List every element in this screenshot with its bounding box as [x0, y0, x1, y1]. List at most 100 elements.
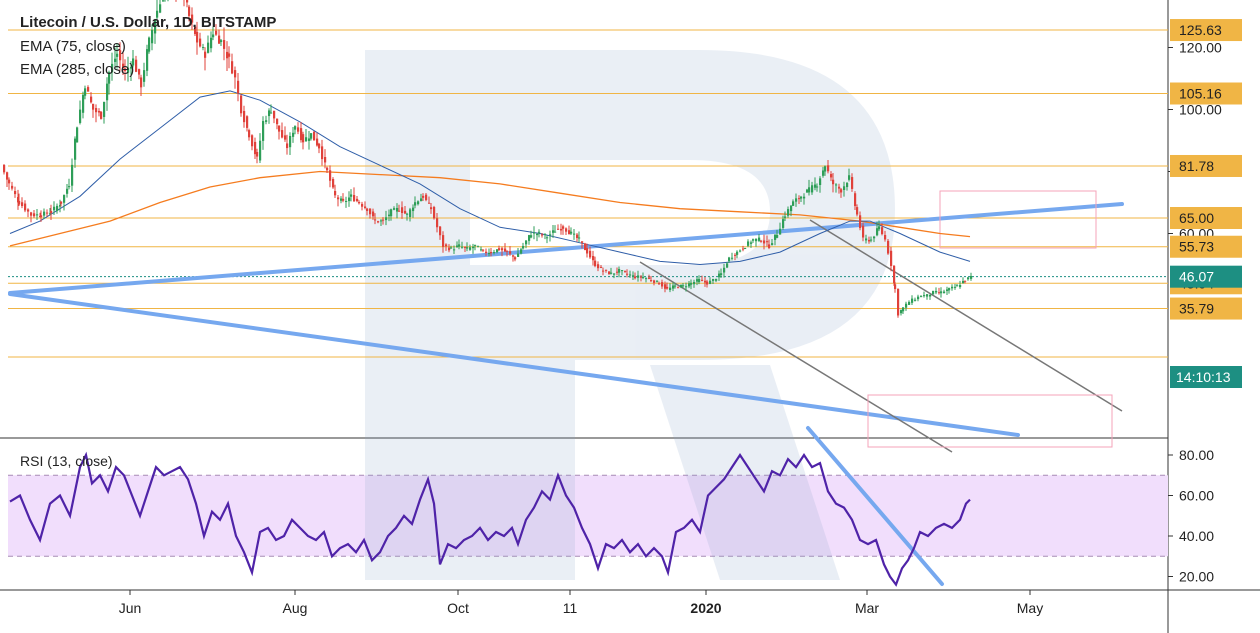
candle-body	[782, 219, 785, 228]
candle-body	[92, 103, 95, 110]
current-price-bg	[1170, 265, 1242, 288]
candle-body	[132, 58, 135, 66]
candle-body	[53, 206, 56, 211]
time-tick-label: May	[1017, 600, 1043, 616]
candle-body	[704, 280, 707, 283]
candle-body	[715, 279, 718, 281]
candle-body	[674, 285, 677, 287]
channel-upper-line	[8, 202, 1124, 295]
candle-body	[854, 193, 857, 207]
candle-body	[196, 31, 199, 43]
candle-body	[830, 174, 833, 178]
falling-channel-upper	[809, 219, 1123, 412]
candle-body	[226, 51, 229, 59]
candle-body	[504, 248, 507, 252]
candle-body	[474, 244, 477, 246]
candle-body	[618, 268, 621, 273]
candle-body	[954, 286, 957, 288]
candle-body	[948, 288, 951, 291]
candle-body	[557, 228, 560, 230]
candle-body	[87, 87, 90, 92]
chart-title: Litecoin / U.S. Dollar, 1D, BITSTAMP	[20, 14, 277, 31]
candle-body	[758, 237, 761, 241]
candle-body	[570, 231, 573, 234]
candle-body	[146, 49, 149, 71]
candle-body	[143, 70, 146, 82]
candle-body	[597, 264, 600, 269]
candle-body	[943, 291, 946, 294]
candle-body	[616, 271, 619, 273]
candle-body	[212, 34, 215, 38]
candle-body	[14, 191, 17, 195]
candle-body	[742, 248, 745, 250]
candle-body	[920, 296, 923, 298]
candle-body	[243, 110, 246, 123]
candle-body	[401, 207, 404, 214]
candle-body	[565, 228, 568, 232]
candle-body	[905, 303, 908, 308]
candle-body	[894, 284, 897, 290]
candle-body	[768, 244, 771, 248]
candle-body	[237, 80, 240, 94]
ema-slow-legend: EMA (285, close)	[20, 61, 135, 78]
candle-body	[848, 175, 851, 180]
candle-body	[417, 201, 420, 205]
candle-body	[119, 50, 122, 61]
candle-body	[234, 70, 237, 78]
level-label-bg-7	[1170, 297, 1242, 320]
candle-body	[108, 72, 111, 84]
candle-body	[302, 134, 305, 143]
time-tick-label: Jun	[119, 600, 142, 616]
time-tick-label: 11	[563, 600, 578, 616]
candle-body	[525, 240, 528, 245]
candle-body	[210, 37, 213, 49]
candle-body	[281, 130, 284, 138]
candle-body	[878, 226, 881, 230]
candle-body	[207, 42, 210, 53]
candle-body	[43, 211, 46, 216]
candle-body	[361, 203, 364, 207]
candle-body	[262, 121, 265, 141]
candle-body	[21, 202, 24, 207]
countdown-label: 14:10:13	[1176, 369, 1231, 385]
candle-body	[11, 185, 14, 189]
candle-body	[642, 276, 645, 278]
candle-body	[650, 280, 653, 282]
candle-body	[350, 194, 353, 197]
candle-body	[549, 234, 552, 236]
candle-body	[337, 197, 340, 200]
candle-body	[56, 205, 59, 212]
candle-body	[3, 164, 6, 173]
candle-body	[859, 215, 862, 229]
level-label-bg-4	[1170, 207, 1242, 229]
candle-body	[240, 95, 243, 114]
candle-body	[613, 273, 616, 275]
candle-body	[450, 247, 453, 249]
target-box-upper	[939, 190, 1097, 249]
candle-body	[436, 218, 439, 228]
level-label-1: 125.63	[1179, 22, 1222, 38]
candle-body	[600, 266, 603, 268]
candle-body	[938, 292, 941, 294]
candle-body	[428, 202, 431, 204]
candle-body	[66, 188, 69, 194]
ema-fast-legend: EMA (75, close)	[20, 38, 126, 55]
price-tick-label: 120.00	[1179, 40, 1222, 56]
candle-body	[448, 247, 451, 251]
candle-body	[103, 101, 106, 117]
candle-body	[602, 270, 605, 272]
candle-body	[589, 250, 592, 258]
candle-body	[658, 283, 661, 285]
candle-body	[731, 257, 734, 259]
candle-body	[342, 198, 345, 201]
candle-body	[393, 208, 396, 210]
candle-body	[130, 66, 133, 69]
candle-body	[726, 263, 729, 268]
support-resistance-levels	[8, 29, 1168, 358]
candle-body	[318, 143, 321, 149]
candle-body	[514, 257, 517, 260]
watermark-shape	[365, 50, 895, 580]
candle-body	[806, 189, 809, 193]
candle-body	[289, 135, 292, 148]
